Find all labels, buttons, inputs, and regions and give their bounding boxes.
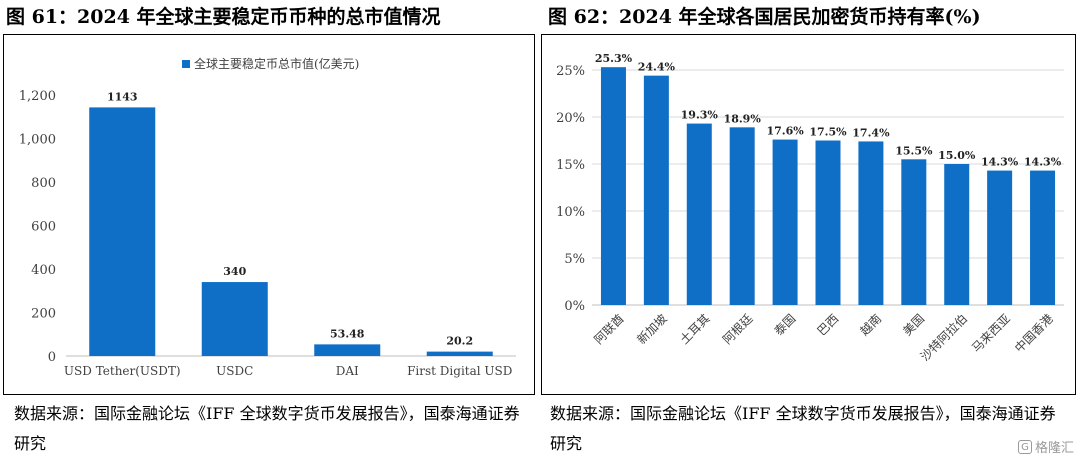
crypto-ownership-chart-frame: 0% 5% 10% 15% 20% 25% 25.3% 阿联酋 24.4% 新加坡 19.3% 土耳其… [541, 34, 1076, 395]
data-label: 53.48 [330, 327, 365, 340]
watermark: G 格隆汇 [1017, 437, 1074, 456]
legend-swatch [182, 60, 190, 68]
y-tick-label: 10% [556, 205, 585, 220]
bar-2 [314, 344, 381, 356]
bar-3 [426, 351, 493, 356]
x-tick-label: 阿联酋 [591, 311, 627, 347]
right-chart-title: 图 62：2024 年全球各国居民加密货币持有率(%) [548, 6, 981, 28]
data-label: 25.3% [595, 52, 633, 65]
data-label: 20.2 [446, 335, 473, 348]
x-tick-label: USDC [216, 364, 253, 378]
y-tick-label: 5% [564, 252, 585, 267]
x-tick-label: 沙特阿拉伯 [917, 311, 970, 364]
bar-0 [600, 67, 626, 306]
y-tick-label: 600 [31, 220, 56, 235]
data-label: 19.3% [681, 109, 719, 122]
x-tick-label: 阿根廷 [720, 311, 755, 346]
bar-1 [643, 75, 669, 305]
x-tick-label: 巴西 [814, 311, 841, 338]
bar-7 [901, 159, 927, 305]
right-data-source: 数据来源：国际金融论坛《IFF 全球数字货币发展报告》，国泰海通证券研究 [550, 404, 1056, 453]
x-tick-label: 土耳其 [677, 311, 712, 346]
data-label: 17.4% [852, 126, 890, 139]
x-tick-label: 泰国 [772, 311, 799, 338]
crypto-ownership-rate-chart: 0% 5% 10% 15% 20% 25% 25.3% 阿联酋 24.4% 新加坡 19.3% 土耳其… [556, 52, 1064, 364]
x-tick-label: First Digital USD [407, 364, 512, 378]
y-tick-label: 25% [556, 64, 585, 79]
stablecoin-market-cap-chart: 全球主要稳定币总市值(亿美元) 0 200 400 600 800 1,000 1,200 11… [19, 56, 516, 378]
y-tick-label: 200 [31, 307, 56, 322]
bar-1 [201, 282, 268, 356]
stablecoin-chart-frame: 全球主要稳定币总市值(亿美元) 0 200 400 600 800 1,000 1,200 11… [3, 34, 535, 395]
data-label: 15.5% [895, 144, 933, 157]
data-label: 18.9% [724, 112, 762, 125]
data-label: 14.3% [981, 156, 1019, 169]
y-tick-label: 15% [556, 158, 585, 173]
x-tick-label: 马来西亚 [969, 311, 1013, 355]
legend-label: 全球主要稳定币总市值(亿美元) [194, 56, 359, 71]
x-tick-label: DAI [336, 364, 359, 378]
bar-3 [729, 127, 755, 305]
data-label: 15.0% [938, 149, 976, 162]
data-label: 24.4% [638, 61, 676, 74]
data-label: 1143 [107, 90, 138, 103]
data-label: 340 [223, 265, 246, 278]
y-tick-label: 800 [31, 176, 56, 191]
x-tick-label: 美国 [900, 311, 927, 338]
x-tick-label: 越南 [857, 311, 885, 339]
y-tick-label: 0 [48, 350, 56, 365]
bar-10 [1030, 170, 1056, 305]
data-label: 14.3% [1024, 156, 1062, 169]
bar-6 [858, 141, 884, 305]
left-data-source: 数据来源：国际金融论坛《IFF 全球数字货币发展报告》，国泰海通证券研究 [14, 404, 520, 453]
watermark-logo-icon: G [1017, 439, 1032, 454]
x-tick-label: 中国香港 [1011, 311, 1056, 356]
bar-8 [944, 164, 970, 305]
x-tick-label: 新加坡 [634, 311, 670, 347]
y-tick-label: 1,200 [19, 89, 56, 104]
watermark-text: 格隆汇 [1034, 441, 1074, 456]
bar-0 [89, 107, 156, 357]
bar-9 [987, 170, 1013, 305]
bar-5 [815, 140, 841, 305]
y-tick-label: 0% [564, 299, 585, 314]
bar-2 [686, 123, 712, 305]
x-tick-label: USD Tether(USDT) [64, 364, 181, 378]
y-tick-label: 20% [556, 111, 585, 126]
data-label: 17.6% [766, 125, 804, 138]
data-label: 17.5% [809, 126, 847, 139]
y-tick-label: 400 [31, 263, 56, 278]
y-tick-label: 1,000 [19, 133, 56, 148]
bar-4 [772, 139, 798, 305]
left-chart-title: 图 61：2024 年全球主要稳定币币种的总市值情况 [6, 6, 441, 28]
